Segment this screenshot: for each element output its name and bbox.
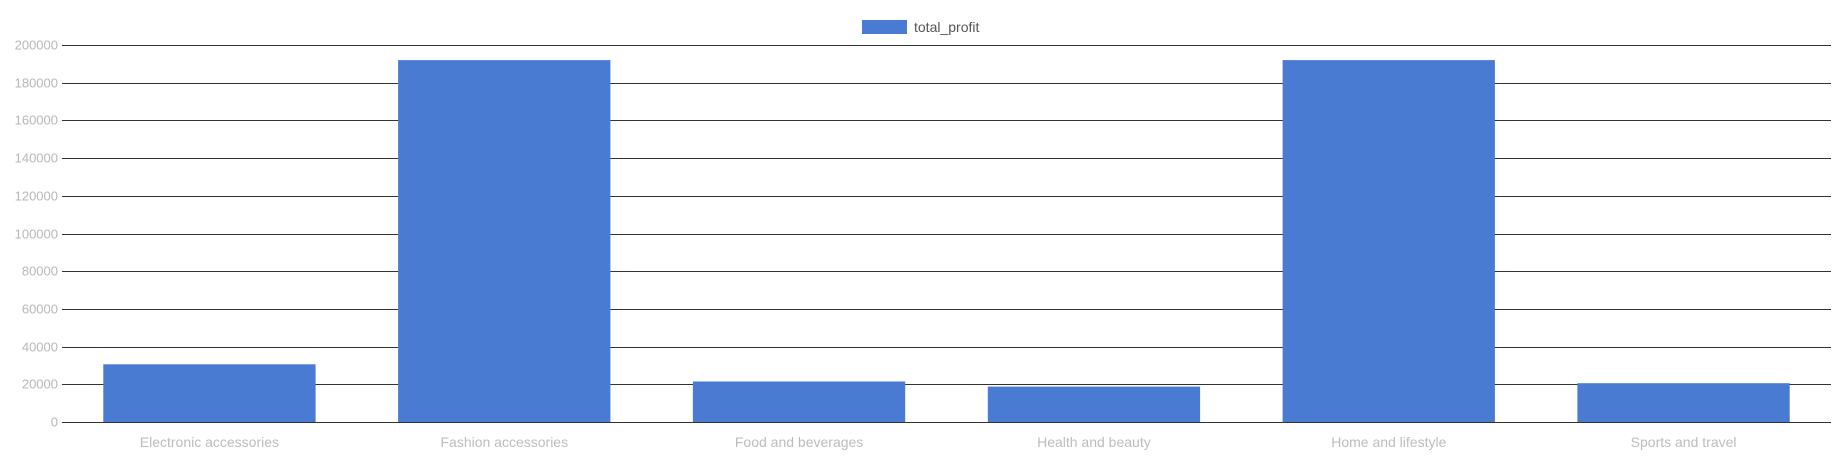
y-tick-label: 80000: [22, 264, 58, 279]
x-tick-label: Health and beauty: [1037, 434, 1151, 450]
y-tick-label: 180000: [15, 76, 58, 91]
y-tick-label: 100000: [15, 227, 58, 242]
y-tick-label: 0: [51, 415, 58, 430]
bars: [103, 60, 1790, 423]
x-tick-label: Electronic accessories: [140, 434, 279, 450]
y-tick-label: 120000: [15, 189, 58, 204]
y-tick-label: 60000: [22, 302, 58, 317]
x-tick-label: Home and lifestyle: [1331, 434, 1446, 450]
y-axis: 0 20000 40000 60000 80000 100000 120000 140000 1…: [15, 38, 58, 430]
y-tick-label: 200000: [15, 38, 58, 53]
x-tick-label: Sports and travel: [1631, 434, 1737, 450]
y-tick-label: 20000: [22, 377, 58, 392]
y-tick-label: 160000: [15, 113, 58, 128]
bar[interactable]: [987, 386, 1201, 422]
x-tick-label: Fashion accessories: [440, 434, 568, 450]
gridlines: [62, 45, 1831, 423]
legend-label: total_profit: [914, 19, 979, 35]
legend: total_profit: [862, 19, 979, 35]
bar[interactable]: [103, 364, 316, 422]
bar[interactable]: [692, 381, 906, 423]
x-axis: Electronic accessories Fashion accessorie…: [140, 434, 1737, 450]
bar[interactable]: [1577, 383, 1790, 422]
legend-swatch: [862, 20, 907, 34]
y-tick-label: 140000: [15, 151, 58, 166]
y-tick-label: 40000: [22, 340, 58, 355]
bar[interactable]: [398, 60, 611, 422]
bar[interactable]: [1282, 60, 1495, 422]
x-tick-label: Food and beverages: [735, 434, 863, 450]
